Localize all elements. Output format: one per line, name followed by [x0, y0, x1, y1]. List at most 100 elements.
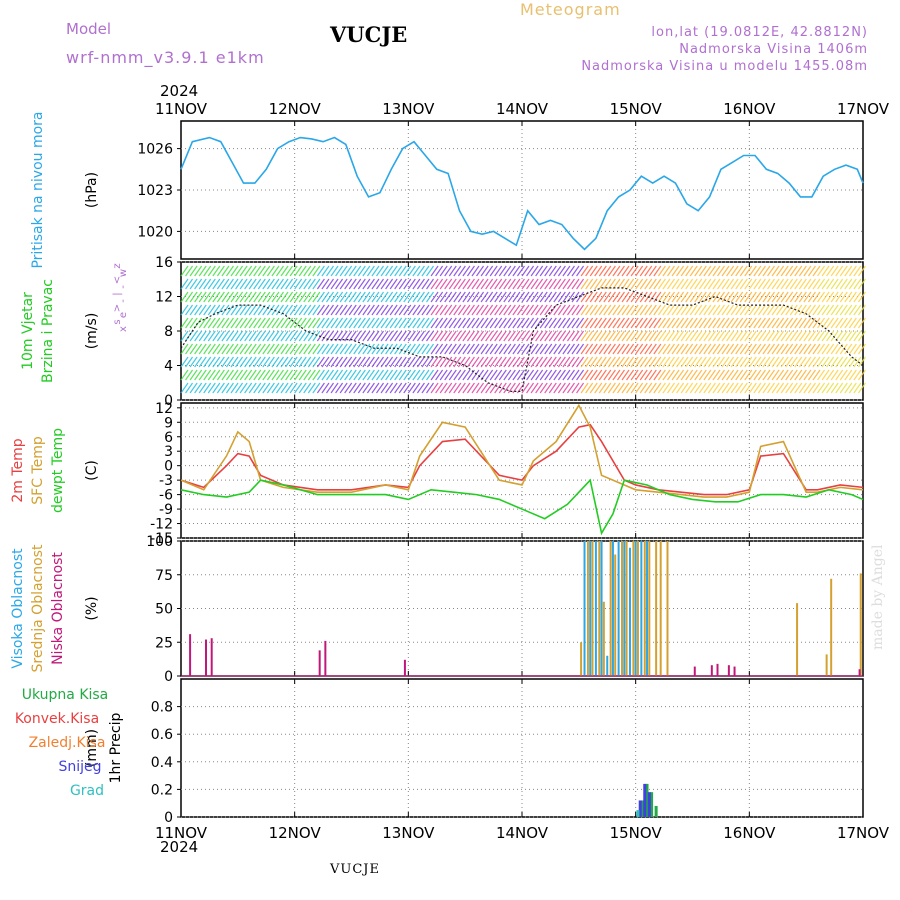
wind-barb — [676, 343, 685, 355]
wind-barb — [403, 317, 412, 329]
wind-barb — [275, 356, 284, 368]
wind-barb — [762, 369, 771, 381]
wind-barb — [653, 330, 662, 342]
wind-barb — [366, 343, 375, 355]
wind-barb — [680, 356, 689, 368]
wind-barb — [294, 356, 303, 368]
bar-ukupna-kisa — [645, 783, 649, 817]
wind-barb — [744, 317, 753, 329]
wind-barb — [362, 265, 371, 277]
wind-barb — [430, 317, 439, 329]
wind-barb — [667, 369, 675, 381]
wind-barb — [280, 317, 289, 329]
wind-barb — [189, 265, 198, 277]
wind-barb — [739, 291, 748, 303]
wind-barb — [444, 265, 453, 277]
wind-barb — [344, 304, 353, 316]
y-tick-label: 0 — [164, 810, 173, 826]
wind-barb — [785, 265, 794, 277]
wind-barb — [680, 278, 689, 290]
wind-barb — [776, 343, 785, 355]
wind-barb — [257, 278, 266, 290]
wind-barb — [830, 278, 839, 290]
wind-barb — [671, 330, 680, 342]
wind-barb — [439, 330, 448, 342]
wind-barb — [626, 356, 635, 368]
wind-barb — [494, 356, 503, 368]
wind-barb — [639, 356, 648, 368]
wind-barb — [253, 382, 262, 394]
wind-barb — [398, 356, 407, 368]
wind-barb — [667, 382, 675, 394]
wind-barb — [526, 278, 535, 290]
wind-barb — [848, 291, 857, 303]
bar-srednja-oblacnost — [659, 541, 662, 676]
wind-barb — [589, 356, 598, 368]
wind-barb — [566, 304, 575, 316]
wind-barb — [212, 265, 221, 277]
bar-srednja-oblacnost — [621, 541, 624, 676]
wind-barb — [466, 382, 475, 394]
wind-barb — [498, 356, 507, 368]
bar-niska-oblacnost — [716, 663, 719, 676]
bar-visoka-oblacnost — [583, 541, 586, 676]
wind-barb — [262, 304, 271, 316]
wind-barb — [185, 382, 194, 394]
wind-barb — [262, 343, 271, 355]
wind-barb — [466, 356, 475, 368]
wind-barb — [457, 265, 466, 277]
wind-barb — [221, 343, 230, 355]
wind-barb — [812, 356, 821, 368]
wind-barb — [385, 304, 394, 316]
wind-direction-legend-glyph: - — [118, 285, 129, 289]
wind-barb — [257, 265, 266, 277]
wind-barb — [266, 356, 275, 368]
wind-barb — [435, 382, 444, 394]
wind-barb — [789, 356, 798, 368]
wind-barb — [603, 382, 612, 394]
wind-barb — [571, 343, 580, 355]
wind-barb — [207, 265, 216, 277]
wind-barb — [853, 317, 862, 329]
wind-barb — [739, 278, 748, 290]
wind-barb — [253, 356, 262, 368]
wind-barb — [671, 304, 680, 316]
wind-barb — [726, 369, 735, 381]
wind-barb — [594, 304, 603, 316]
wind-barb — [471, 278, 480, 290]
wind-barb — [398, 343, 407, 355]
wind-barb — [803, 265, 812, 277]
wind-barb — [712, 304, 721, 316]
wind-barb — [807, 356, 816, 368]
wind-barb — [389, 382, 398, 394]
wind-barb — [312, 317, 321, 329]
x-tick-label-bottom: 13NOV — [382, 824, 435, 842]
wind-barb — [280, 369, 289, 381]
wind-barb — [771, 304, 780, 316]
wind-barb — [730, 291, 739, 303]
wind-barb — [476, 330, 485, 342]
wind-barb — [330, 317, 339, 329]
x-tick-label-top: 13NOV — [382, 100, 435, 118]
wind-barb — [512, 343, 521, 355]
wind-barb — [717, 278, 725, 290]
wind-barb — [216, 356, 225, 368]
wind-barb — [298, 304, 307, 316]
wind-barb — [421, 317, 430, 329]
wind-barb — [203, 356, 212, 368]
wind-barb — [771, 356, 780, 368]
wind-barb — [353, 356, 362, 368]
wind-barb — [521, 343, 530, 355]
wind-barb — [544, 356, 553, 368]
wind-barb — [412, 356, 421, 368]
wind-barb — [621, 304, 630, 316]
wind-barb — [803, 330, 812, 342]
wind-barb — [807, 291, 816, 303]
wind-barb — [817, 343, 826, 355]
wind-barb — [203, 278, 212, 290]
wind-barb — [462, 278, 471, 290]
wind-barb — [603, 291, 612, 303]
wind-barb — [380, 330, 389, 342]
wind-barb — [717, 317, 725, 329]
wind-barb — [426, 369, 435, 381]
